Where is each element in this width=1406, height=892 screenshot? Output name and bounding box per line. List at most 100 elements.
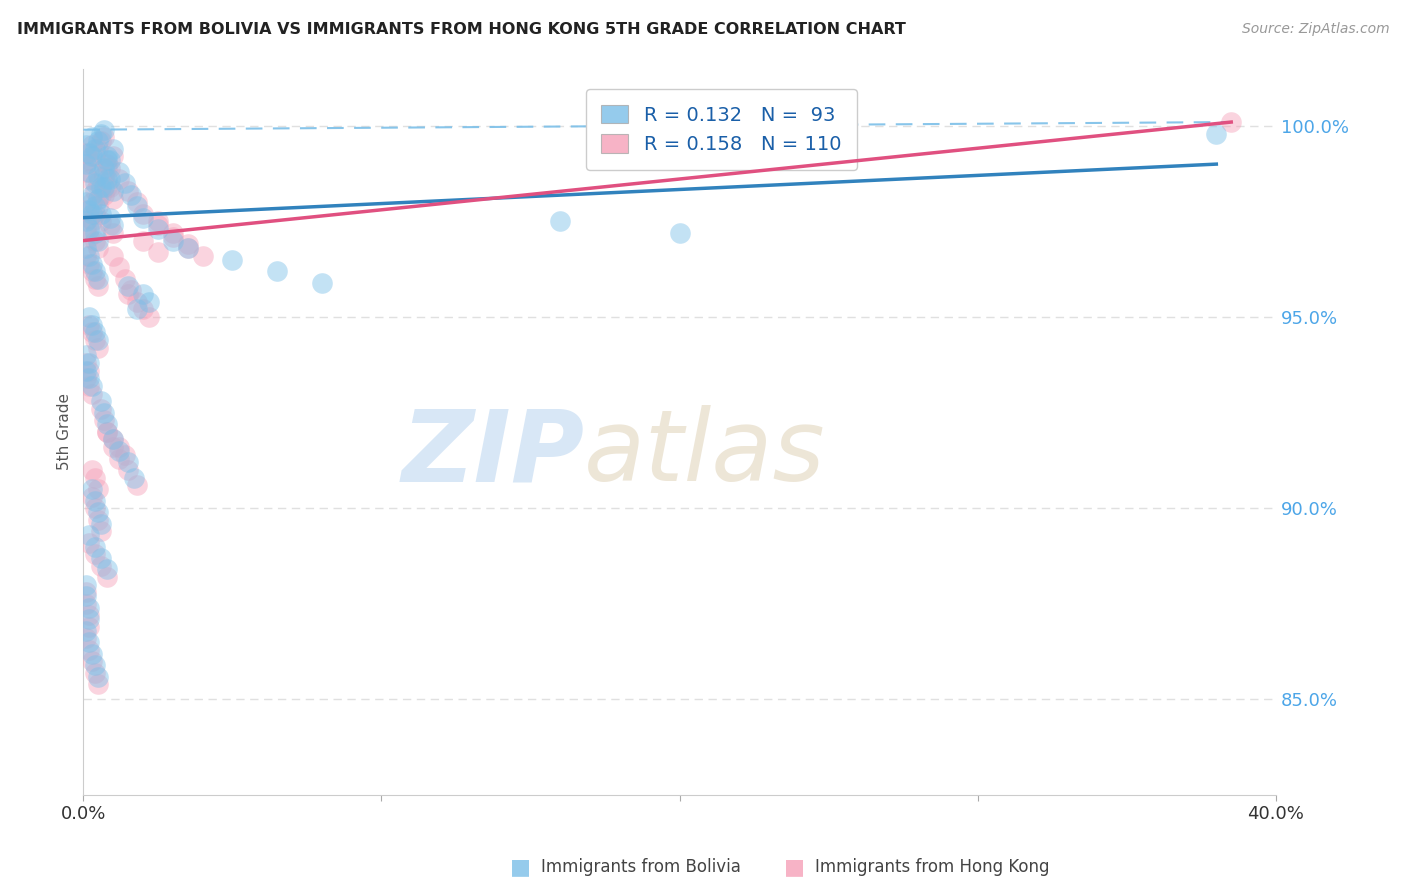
Point xyxy=(96,153,118,168)
Point xyxy=(90,551,112,566)
Point xyxy=(93,161,115,175)
Point xyxy=(266,264,288,278)
Point xyxy=(77,642,100,657)
Point xyxy=(176,241,198,255)
Point xyxy=(75,202,97,217)
Point xyxy=(108,444,131,458)
Point xyxy=(108,260,131,275)
Point xyxy=(84,264,107,278)
Point xyxy=(132,287,155,301)
Point xyxy=(96,161,118,175)
Point xyxy=(98,161,121,175)
Point xyxy=(75,585,97,599)
Point xyxy=(162,226,184,240)
Point xyxy=(77,528,100,542)
Point xyxy=(82,256,104,270)
Point xyxy=(117,279,139,293)
Point xyxy=(77,211,100,225)
Point xyxy=(82,264,104,278)
Point xyxy=(87,505,110,519)
Point xyxy=(93,406,115,420)
Point xyxy=(120,283,142,297)
Point xyxy=(82,187,104,202)
Point xyxy=(117,184,139,198)
Point xyxy=(77,249,100,263)
Point xyxy=(77,222,100,236)
Point xyxy=(87,333,110,347)
Point xyxy=(90,180,112,194)
Legend: R = 0.132   N =  93, R = 0.158   N = 110: R = 0.132 N = 93, R = 0.158 N = 110 xyxy=(586,89,858,169)
Point xyxy=(550,214,572,228)
Point xyxy=(77,229,100,244)
Point xyxy=(108,172,131,186)
Point xyxy=(75,632,97,646)
Point xyxy=(146,214,169,228)
Point xyxy=(87,279,110,293)
Point xyxy=(82,654,104,668)
Point xyxy=(82,318,104,332)
Point xyxy=(84,501,107,516)
Point xyxy=(77,363,100,377)
Point xyxy=(138,294,160,309)
Point xyxy=(75,589,97,603)
Point xyxy=(1205,127,1227,141)
Point xyxy=(87,272,110,286)
Point xyxy=(93,130,115,145)
Point xyxy=(82,463,104,477)
Point xyxy=(87,192,110,206)
Text: ZIP: ZIP xyxy=(401,405,585,502)
Point xyxy=(87,341,110,355)
Point xyxy=(82,482,104,496)
Point xyxy=(82,386,104,401)
Point xyxy=(75,214,97,228)
Point xyxy=(87,234,110,248)
Point xyxy=(82,207,104,221)
Point xyxy=(114,176,136,190)
Point xyxy=(77,612,100,626)
Point xyxy=(93,180,115,194)
Text: ■: ■ xyxy=(510,857,530,877)
Point xyxy=(90,394,112,409)
Point xyxy=(101,433,124,447)
Point xyxy=(84,199,107,213)
Point xyxy=(93,122,115,136)
Point xyxy=(75,578,97,592)
Point xyxy=(101,249,124,263)
Point xyxy=(82,490,104,504)
Point xyxy=(84,540,107,554)
Point xyxy=(84,207,107,221)
Point xyxy=(90,187,112,202)
Point xyxy=(82,647,104,661)
Point xyxy=(176,241,198,255)
Point xyxy=(84,665,107,680)
Point xyxy=(77,608,100,623)
Point xyxy=(77,172,100,186)
Point xyxy=(77,600,100,615)
Point xyxy=(75,348,97,362)
Point xyxy=(132,234,155,248)
Point xyxy=(122,471,145,485)
Point xyxy=(96,172,118,186)
Point xyxy=(87,169,110,183)
Point xyxy=(75,363,97,377)
Point xyxy=(84,176,107,190)
Point xyxy=(77,379,100,393)
Point xyxy=(108,165,131,179)
Point xyxy=(87,134,110,148)
Text: Immigrants from Hong Kong: Immigrants from Hong Kong xyxy=(815,858,1050,876)
Point xyxy=(114,272,136,286)
Point xyxy=(84,226,107,240)
Point xyxy=(96,570,118,584)
Point xyxy=(90,134,112,148)
Point xyxy=(98,180,121,194)
Point xyxy=(101,440,124,454)
Point xyxy=(84,142,107,156)
Text: Immigrants from Bolivia: Immigrants from Bolivia xyxy=(541,858,741,876)
Point xyxy=(125,478,148,492)
Point xyxy=(75,249,97,263)
Point xyxy=(98,211,121,225)
Point xyxy=(311,276,333,290)
Point xyxy=(96,562,118,576)
Point xyxy=(162,234,184,248)
Point xyxy=(84,272,107,286)
